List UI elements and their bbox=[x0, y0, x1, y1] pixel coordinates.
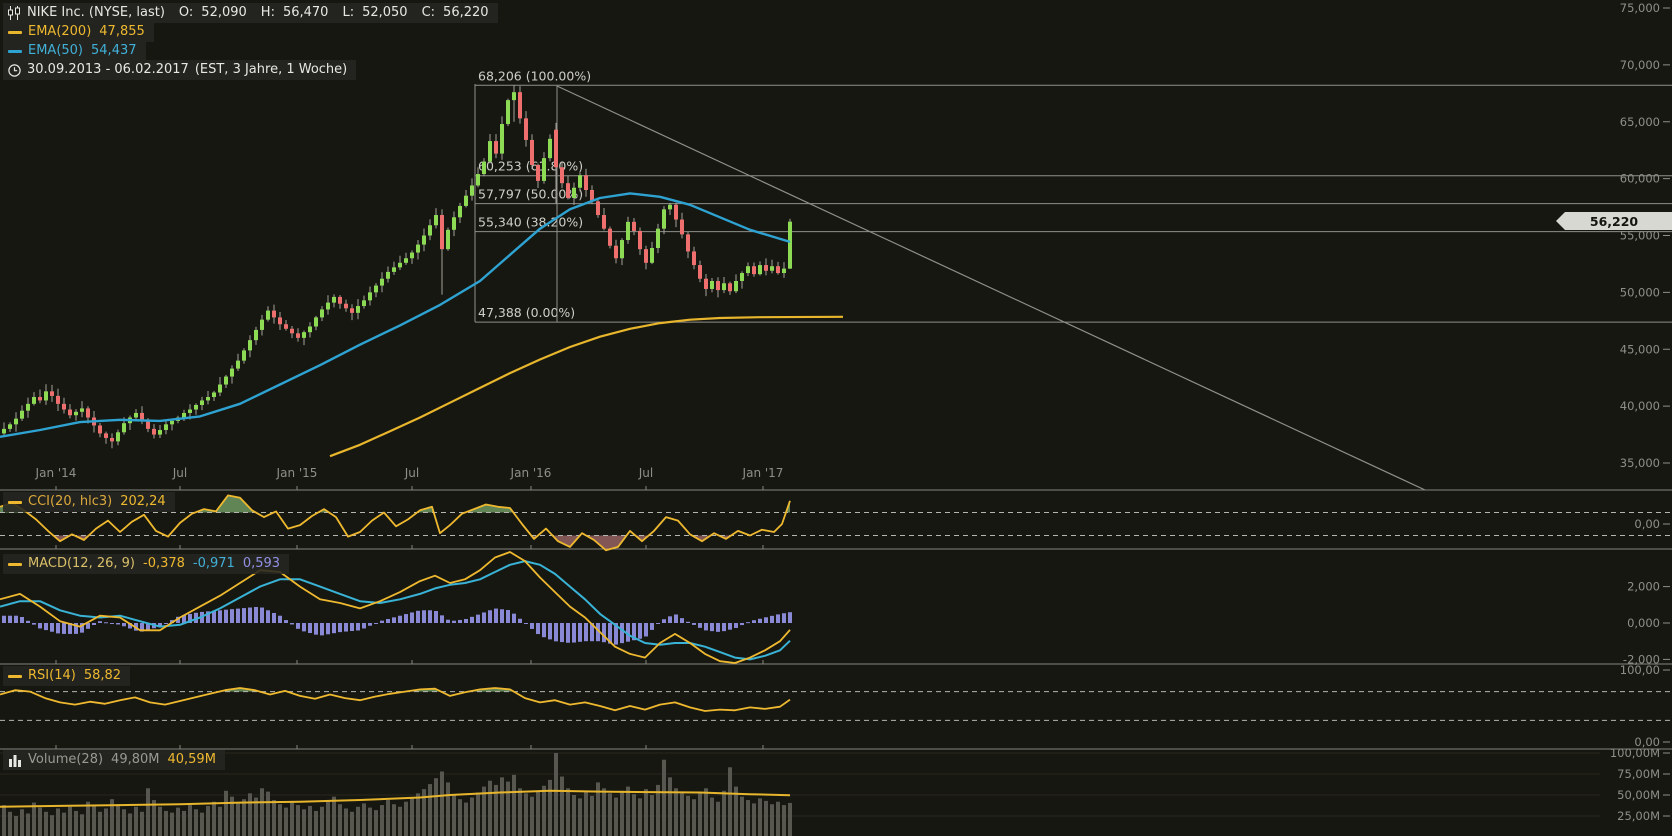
candlestick-icon bbox=[8, 6, 20, 20]
low-label: L: bbox=[342, 5, 355, 20]
rsi-header: RSI(14) 58,82 bbox=[3, 666, 131, 686]
svg-text:Jul: Jul bbox=[404, 466, 419, 480]
svg-text:50,000: 50,000 bbox=[1620, 285, 1660, 299]
date-range-value: 30.09.2013 - 06.02.2017 bbox=[27, 62, 189, 77]
svg-text:75,000: 75,000 bbox=[1620, 1, 1660, 15]
svg-text:75,00M: 75,00M bbox=[1617, 767, 1660, 781]
rsi-color-dash-icon bbox=[8, 674, 22, 678]
volume-header: Volume(28) 49,80M 40,59M bbox=[3, 750, 225, 770]
volume-bars-icon bbox=[9, 754, 21, 767]
svg-text:47,388 (0.00%): 47,388 (0.00%) bbox=[478, 305, 575, 320]
close-value: 56,220 bbox=[443, 5, 489, 20]
svg-text:40,000: 40,000 bbox=[1620, 399, 1660, 413]
cci-color-dash-icon bbox=[8, 500, 22, 504]
last-price-badge: 56,220 bbox=[1556, 212, 1672, 230]
volume-current-value: 40,59M bbox=[167, 752, 216, 767]
cci-header: CCI(20, hlc3) 202,24 bbox=[3, 492, 175, 512]
rsi-value: 58,82 bbox=[83, 668, 122, 683]
svg-text:Jul: Jul bbox=[172, 466, 187, 480]
svg-text:55,340 (38.20%): 55,340 (38.20%) bbox=[478, 215, 583, 230]
rsi-label: RSI(14) bbox=[28, 668, 76, 683]
symbol-header: NIKE Inc. (NYSE, last) O: 52,090 H: 56,470… bbox=[3, 3, 498, 23]
volume-ma-value: 49,80M bbox=[111, 752, 160, 767]
svg-text:Jul: Jul bbox=[638, 466, 653, 480]
close-label: C: bbox=[421, 5, 436, 20]
ema200-label: EMA(200) bbox=[28, 24, 92, 39]
volume-label: Volume(28) bbox=[28, 752, 104, 767]
symbol-title: NIKE Inc. (NYSE, last) bbox=[27, 5, 165, 20]
high-value: 56,470 bbox=[282, 5, 329, 20]
macd-value: -0,378 bbox=[143, 556, 185, 571]
ema200-color-dash-icon bbox=[8, 30, 22, 34]
svg-text:55,000: 55,000 bbox=[1620, 229, 1660, 243]
svg-text:65,000: 65,000 bbox=[1620, 115, 1660, 129]
open-value: 52,090 bbox=[201, 5, 247, 20]
date-range-note: (EST, 3 Jahre, 1 Woche) bbox=[194, 62, 348, 77]
svg-text:0,00: 0,00 bbox=[1634, 735, 1660, 749]
last-price-value: 56,220 bbox=[1589, 213, 1639, 229]
svg-text:Jan '16: Jan '16 bbox=[510, 466, 552, 480]
svg-text:2,000: 2,000 bbox=[1627, 580, 1660, 594]
svg-text:100,00M: 100,00M bbox=[1610, 746, 1660, 760]
svg-text:Jan '15: Jan '15 bbox=[276, 466, 318, 480]
cci-value: 202,24 bbox=[120, 494, 166, 509]
svg-text:60,000: 60,000 bbox=[1620, 172, 1660, 186]
svg-text:0,000: 0,000 bbox=[1627, 616, 1660, 630]
svg-text:-2,000: -2,000 bbox=[1623, 652, 1660, 666]
svg-text:100,00: 100,00 bbox=[1620, 663, 1660, 677]
svg-text:Jan '17: Jan '17 bbox=[742, 466, 784, 480]
clock-icon bbox=[8, 63, 21, 77]
low-value: 52,050 bbox=[362, 5, 408, 20]
open-label: O: bbox=[178, 5, 194, 20]
ema200-value: 47,855 bbox=[99, 24, 145, 39]
macd-label: MACD(12, 26, 9) bbox=[28, 556, 135, 571]
high-label: H: bbox=[260, 5, 275, 20]
cci-label: CCI(20, hlc3) bbox=[28, 494, 113, 509]
svg-text:50,00M: 50,00M bbox=[1617, 788, 1660, 802]
signal-value: -0,971 bbox=[192, 556, 235, 571]
ema50-color-dash-icon bbox=[8, 49, 22, 53]
svg-text:70,000: 70,000 bbox=[1620, 58, 1660, 72]
svg-text:45,000: 45,000 bbox=[1620, 342, 1660, 356]
ema50-legend: EMA(50) 54,437 bbox=[3, 41, 146, 61]
svg-text:Jan '14: Jan '14 bbox=[35, 466, 77, 480]
ema50-label: EMA(50) bbox=[28, 43, 84, 58]
svg-text:35,000: 35,000 bbox=[1620, 456, 1660, 470]
ema200-legend: EMA(200) 47,855 bbox=[3, 22, 154, 42]
hist-value: 0,593 bbox=[242, 556, 281, 571]
svg-text:0,00: 0,00 bbox=[1634, 517, 1660, 531]
macd-color-dash-icon bbox=[8, 562, 22, 566]
svg-text:25,00M: 25,00M bbox=[1617, 809, 1660, 823]
macd-header: MACD(12, 26, 9) -0,378 -0,971 0,593 bbox=[3, 554, 290, 574]
svg-text:68,206 (100.00%): 68,206 (100.00%) bbox=[478, 68, 591, 83]
ema50-value: 54,437 bbox=[91, 43, 137, 58]
date-range: 30.09.2013 - 06.02.2017 (EST, 3 Jahre, 1… bbox=[3, 60, 357, 80]
